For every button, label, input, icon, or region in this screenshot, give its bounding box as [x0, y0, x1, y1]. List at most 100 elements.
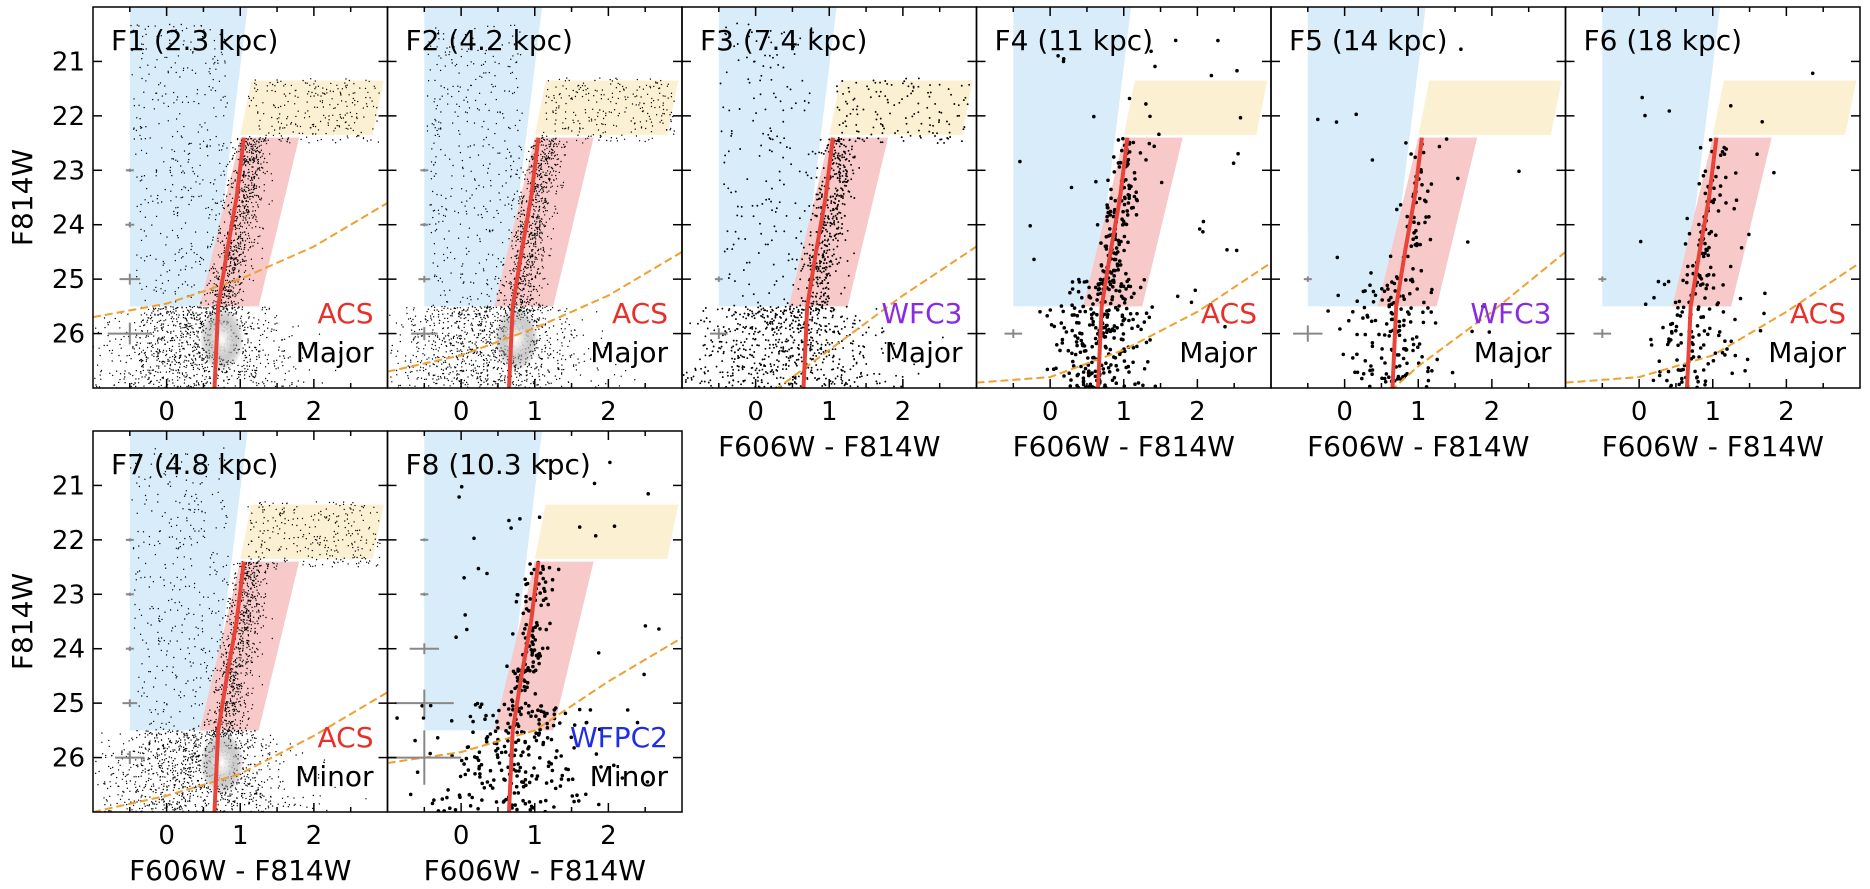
merger-label: Major [296, 336, 374, 369]
error-bar [122, 699, 138, 707]
error-bar [411, 327, 438, 341]
ticks [387, 7, 682, 388]
x-tick-label: 0 [1336, 397, 1353, 427]
x-tick-label: 1 [526, 397, 543, 427]
ticks [93, 7, 388, 388]
y-axis-label: F814W [6, 149, 39, 246]
merger-label: Major [885, 336, 963, 369]
error-bar [420, 223, 429, 227]
x-tick-label: 2 [895, 397, 912, 427]
x-axis-label: F606W - F814W [1307, 430, 1529, 463]
merger-label: Major [1474, 336, 1552, 369]
x-tick-label: 1 [821, 397, 838, 427]
yellow-region [534, 504, 679, 559]
fiducial-line [212, 561, 246, 812]
completeness-line [387, 251, 682, 373]
y-tick-label: 25 [52, 689, 85, 719]
x-tick-label: 1 [232, 821, 249, 851]
panel-title: F2 (4.2 kpc) [406, 24, 573, 57]
error-bar [420, 538, 429, 542]
x-axis-label: F606W - F814W [718, 430, 940, 463]
panel-f1: 0 1 2 21 22 23 24 25 26 F814W F1 (2.3 kpc) ACS Major [6, 6, 389, 427]
x-tick-label: 1 [526, 821, 543, 851]
ticks [682, 7, 977, 388]
completeness-line [93, 691, 388, 812]
error-bar [418, 275, 431, 283]
ticks [1271, 7, 1566, 388]
y-tick-label: 26 [52, 744, 85, 774]
y-tick-label: 23 [52, 156, 85, 186]
x-tick-label: 0 [1631, 397, 1648, 427]
x-tick-label: 2 [1189, 397, 1206, 427]
error-bar [1593, 329, 1612, 338]
error-bar [387, 730, 462, 785]
yellow-region [829, 80, 973, 135]
error-bar [409, 643, 440, 655]
x-tick-label: 1 [1410, 397, 1427, 427]
fiducial-line [507, 561, 541, 812]
ticks [1565, 7, 1860, 388]
yellow-region [240, 80, 384, 135]
instrument-label: ACS [612, 297, 668, 330]
panel-f2: 0 1 2 F2 (4.2 kpc) ACS Major [386, 6, 683, 427]
yellow-region [1418, 80, 1562, 135]
panel-title: F1 (2.3 kpc) [111, 24, 278, 57]
error-bar [1293, 325, 1323, 342]
error-bar [115, 751, 145, 765]
y-axis-label: F814W [6, 573, 39, 670]
error-bar [125, 221, 135, 228]
x-axis-label: F606W - F814W [424, 854, 646, 887]
y-tick-label: 25 [52, 265, 85, 295]
error-bar [1598, 276, 1607, 282]
ticks [387, 431, 682, 812]
instrument-label: WFC3 [881, 297, 962, 330]
instrument-label: ACS [1790, 297, 1846, 330]
error-bar [125, 592, 134, 596]
star-points [387, 24, 675, 388]
ticks [976, 7, 1271, 388]
error-bar [709, 328, 728, 340]
x-tick-label: 0 [453, 397, 470, 427]
merger-label: Minor [295, 760, 374, 793]
fiducial-line [1390, 137, 1424, 388]
y-tick-label: 26 [52, 320, 85, 350]
x-axis-label: F606W - F814W [1013, 430, 1235, 463]
error-bar [119, 273, 141, 285]
turnoff-glow [494, 307, 539, 372]
error-bar [125, 538, 134, 542]
error-bar [420, 168, 429, 172]
turnoff-glow [199, 731, 244, 796]
instrument-label: ACS [318, 721, 374, 754]
x-axis-label: F606W - F814W [129, 854, 351, 887]
panel-title: F8 (10.3 kpc) [406, 448, 591, 481]
x-tick-label: 1 [1115, 397, 1132, 427]
completeness-line [387, 636, 682, 764]
yellow-region [1123, 80, 1268, 135]
x-tick-label: 0 [158, 821, 175, 851]
instrument-label: ACS [318, 297, 374, 330]
error-bar [714, 276, 723, 282]
ticks [93, 431, 388, 812]
x-tick-label: 2 [306, 397, 323, 427]
yellow-region [534, 80, 679, 135]
y-tick-label: 22 [52, 102, 85, 132]
x-tick-label: 0 [453, 821, 470, 851]
instrument-label: ACS [1201, 297, 1257, 330]
star-points [1638, 71, 1815, 388]
merger-label: Major [590, 336, 668, 369]
star-points [1316, 47, 1541, 388]
error-bar [394, 689, 454, 717]
error-bar [125, 168, 134, 172]
x-tick-label: 1 [232, 397, 249, 427]
yellow-region [1712, 80, 1857, 135]
y-tick-label: 24 [52, 635, 85, 665]
x-tick-label: 2 [306, 821, 323, 851]
merger-label: Major [1179, 336, 1257, 369]
x-axis-label: F606W - F814W [1602, 430, 1824, 463]
panel-title: F5 (14 kpc) [1289, 24, 1448, 57]
x-tick-label: 0 [158, 397, 175, 427]
